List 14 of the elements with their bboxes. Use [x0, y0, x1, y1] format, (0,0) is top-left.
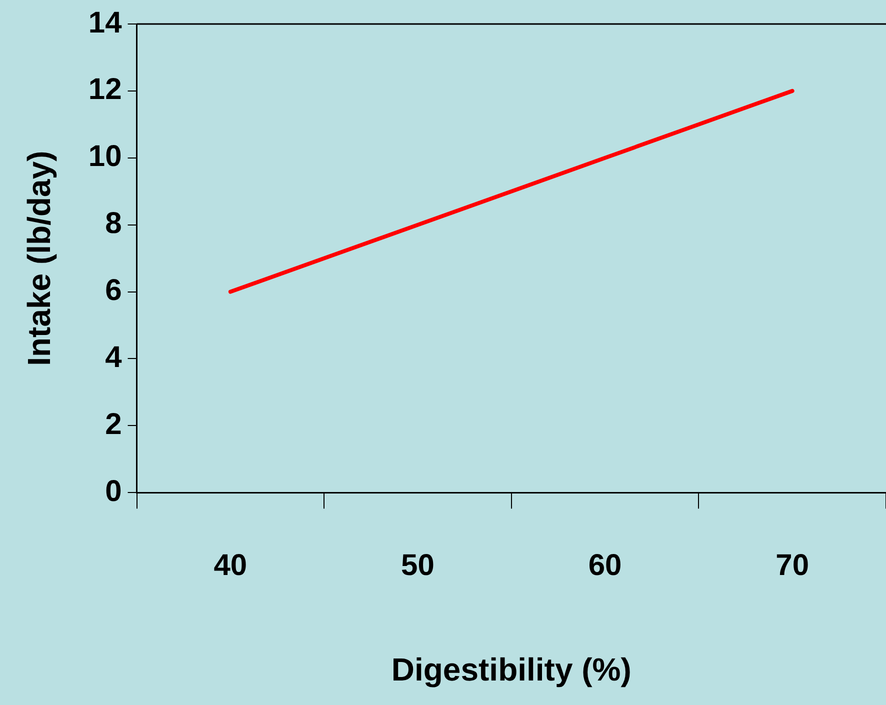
y-tick-label: 14	[88, 6, 122, 40]
y-tick-label: 8	[105, 207, 122, 240]
x-tick-label: 70	[776, 548, 810, 582]
y-tick-label: 2	[105, 408, 122, 441]
y-tick-label: 6	[105, 274, 122, 308]
x-tick-label: 60	[588, 548, 622, 582]
y-tick-label: 12	[88, 73, 122, 106]
y-tick-label: 0	[105, 474, 122, 508]
x-axis-title: Digestibility (%)	[391, 652, 632, 688]
x-tick-label: 50	[401, 548, 434, 582]
y-axis-title: Intake (lb/day)	[21, 150, 58, 366]
y-tick-label: 4	[105, 340, 122, 374]
y-tick-label: 10	[88, 140, 122, 174]
x-tick-label: 40	[214, 548, 248, 582]
